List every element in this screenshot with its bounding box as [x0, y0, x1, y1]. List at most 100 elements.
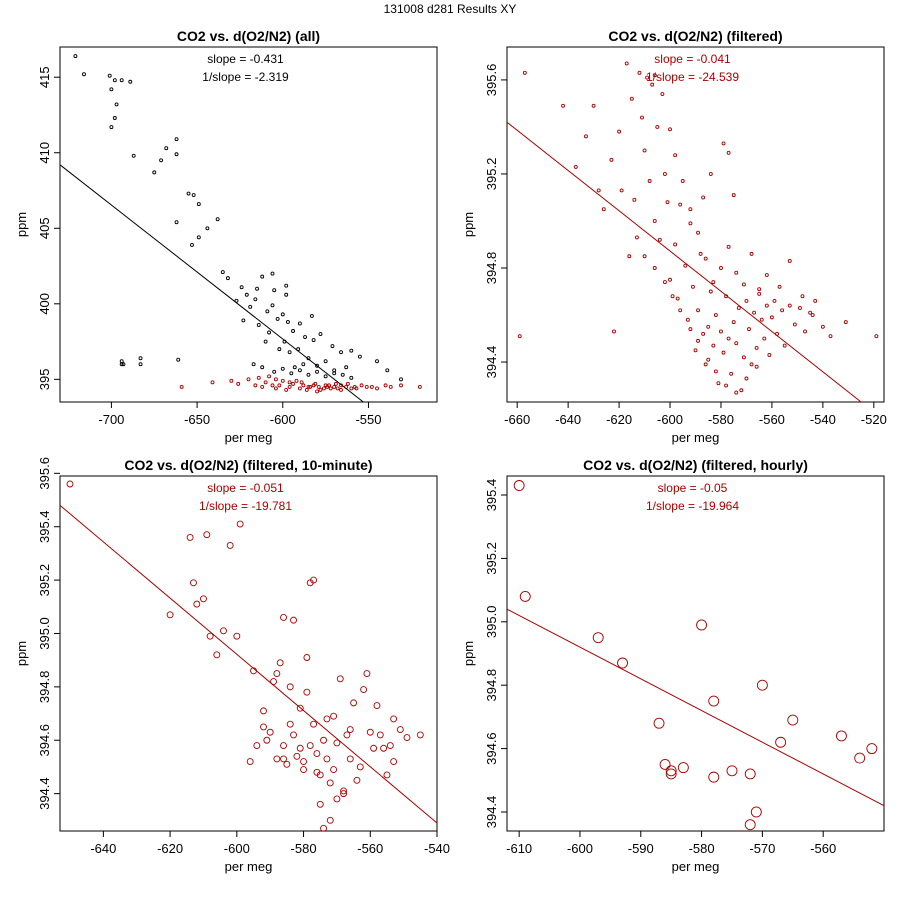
data-point [757, 291, 762, 296]
data-point [323, 755, 331, 763]
data-point [315, 389, 319, 394]
data-point [416, 731, 424, 739]
data-point [174, 152, 179, 157]
data-point [280, 312, 285, 317]
data-point [332, 384, 337, 389]
data-point [637, 70, 642, 75]
y-tick-label: 395.0 [484, 606, 499, 639]
data-point [711, 343, 716, 348]
data-point [233, 632, 241, 640]
data-point [315, 363, 319, 368]
data-point [272, 288, 277, 293]
data-point [340, 787, 348, 795]
data-point [300, 758, 307, 766]
data-point [573, 164, 578, 169]
data-point [332, 368, 337, 373]
data-point [330, 344, 335, 349]
data-point [677, 762, 689, 774]
data-point [383, 383, 388, 388]
y-tick-label: 410 [37, 142, 52, 164]
data-point [273, 755, 281, 763]
data-point [678, 202, 683, 207]
y-tick-label: 395.2 [484, 542, 499, 575]
x-tick-label: -520 [861, 412, 887, 427]
data-point [803, 329, 807, 334]
data-point [739, 388, 744, 393]
data-point [675, 296, 680, 301]
chart-title: CO2 vs. d(O2/N2) (filtered) [608, 28, 782, 44]
data-point [678, 308, 683, 313]
data-point [303, 688, 311, 696]
data-point [189, 242, 194, 247]
data-point [721, 350, 726, 355]
data-point [128, 79, 133, 84]
data-point [316, 800, 324, 808]
y-tick-label: 395.0 [37, 617, 52, 650]
data-point [380, 744, 388, 752]
y-tick-label: 395 [37, 368, 52, 390]
data-point [719, 266, 723, 270]
x-axis-label: per meg [225, 430, 273, 445]
data-point [670, 294, 675, 299]
data-point [276, 659, 284, 667]
data-point [866, 743, 878, 755]
data-point [323, 374, 328, 379]
y-tick-label: 394.8 [484, 252, 499, 285]
data-point [343, 731, 351, 739]
data-point [193, 600, 201, 608]
data-point [280, 366, 285, 371]
data-point [297, 386, 302, 391]
y-axis-label: ppm [461, 212, 476, 237]
data-point [287, 350, 292, 355]
data-point [810, 313, 815, 317]
data-point [186, 533, 194, 541]
data-point [601, 207, 606, 212]
plot-frame [506, 475, 885, 832]
data-point [517, 334, 522, 339]
data-point [107, 73, 112, 78]
data-point [354, 386, 359, 391]
data-point [200, 595, 207, 603]
x-tick-label: -580 [708, 412, 734, 427]
data-point [703, 362, 708, 367]
data-point [267, 374, 272, 379]
data-point [344, 365, 349, 370]
data-point [759, 317, 764, 322]
data-point [708, 771, 720, 783]
data-point [708, 695, 720, 707]
data-point [280, 614, 287, 621]
x-tick-label: -560 [810, 841, 836, 856]
data-point [326, 816, 334, 824]
data-point [752, 310, 757, 315]
data-point [744, 768, 756, 780]
data-layer [60, 480, 437, 831]
data-point [513, 480, 525, 491]
data-point [196, 202, 201, 207]
panel-4: CO2 vs. d(O2/N2) (filtered, hourly) -610 -… [461, 457, 885, 874]
data-point [270, 303, 275, 308]
x-axis-label: per meg [672, 859, 720, 874]
data-point [772, 298, 777, 303]
data-point [561, 103, 565, 108]
data-point [287, 384, 292, 389]
data-point [320, 824, 328, 831]
data-point [647, 179, 652, 183]
data-point [220, 270, 225, 275]
data-point [315, 369, 319, 374]
data-point [688, 207, 693, 212]
data-point [634, 235, 639, 240]
data-point [270, 383, 275, 388]
data-point [325, 384, 330, 389]
data-point [360, 686, 368, 693]
data-point [808, 310, 813, 315]
data-point [310, 576, 318, 584]
data-layer [60, 54, 422, 402]
data-point [764, 273, 769, 277]
data-point [685, 317, 690, 322]
data-point [303, 335, 307, 339]
data-point [306, 372, 311, 377]
data-point [750, 806, 762, 818]
data-point [246, 377, 251, 382]
data-point [726, 150, 731, 155]
chart-title: CO2 vs. d(O2/N2) (all) [177, 28, 320, 44]
